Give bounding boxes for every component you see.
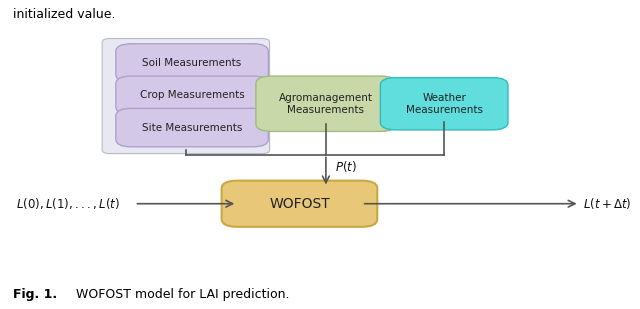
Text: $P(t)$: $P(t)$ — [335, 159, 357, 174]
Text: WOFOST model for LAI prediction.: WOFOST model for LAI prediction. — [72, 288, 290, 301]
Text: Soil Measurements: Soil Measurements — [143, 58, 242, 68]
Text: Agromanagement
Measurements: Agromanagement Measurements — [279, 93, 373, 115]
Text: Crop Measurements: Crop Measurements — [140, 90, 244, 100]
FancyBboxPatch shape — [221, 181, 377, 227]
Text: Weather
Measurements: Weather Measurements — [406, 93, 483, 115]
FancyBboxPatch shape — [102, 39, 269, 154]
FancyBboxPatch shape — [116, 76, 268, 115]
Text: Site Measurements: Site Measurements — [142, 123, 243, 133]
Text: initialized value.: initialized value. — [13, 8, 116, 21]
Text: $L(0), L(1),..., L(t)$: $L(0), L(1),..., L(t)$ — [16, 196, 120, 211]
FancyBboxPatch shape — [116, 44, 268, 82]
Text: $L(t+\Delta t)$: $L(t+\Delta t)$ — [582, 196, 631, 211]
Text: Fig. 1.: Fig. 1. — [13, 288, 57, 301]
Text: WOFOST: WOFOST — [269, 197, 330, 211]
FancyBboxPatch shape — [380, 78, 508, 130]
FancyBboxPatch shape — [116, 108, 268, 147]
FancyBboxPatch shape — [256, 76, 396, 131]
